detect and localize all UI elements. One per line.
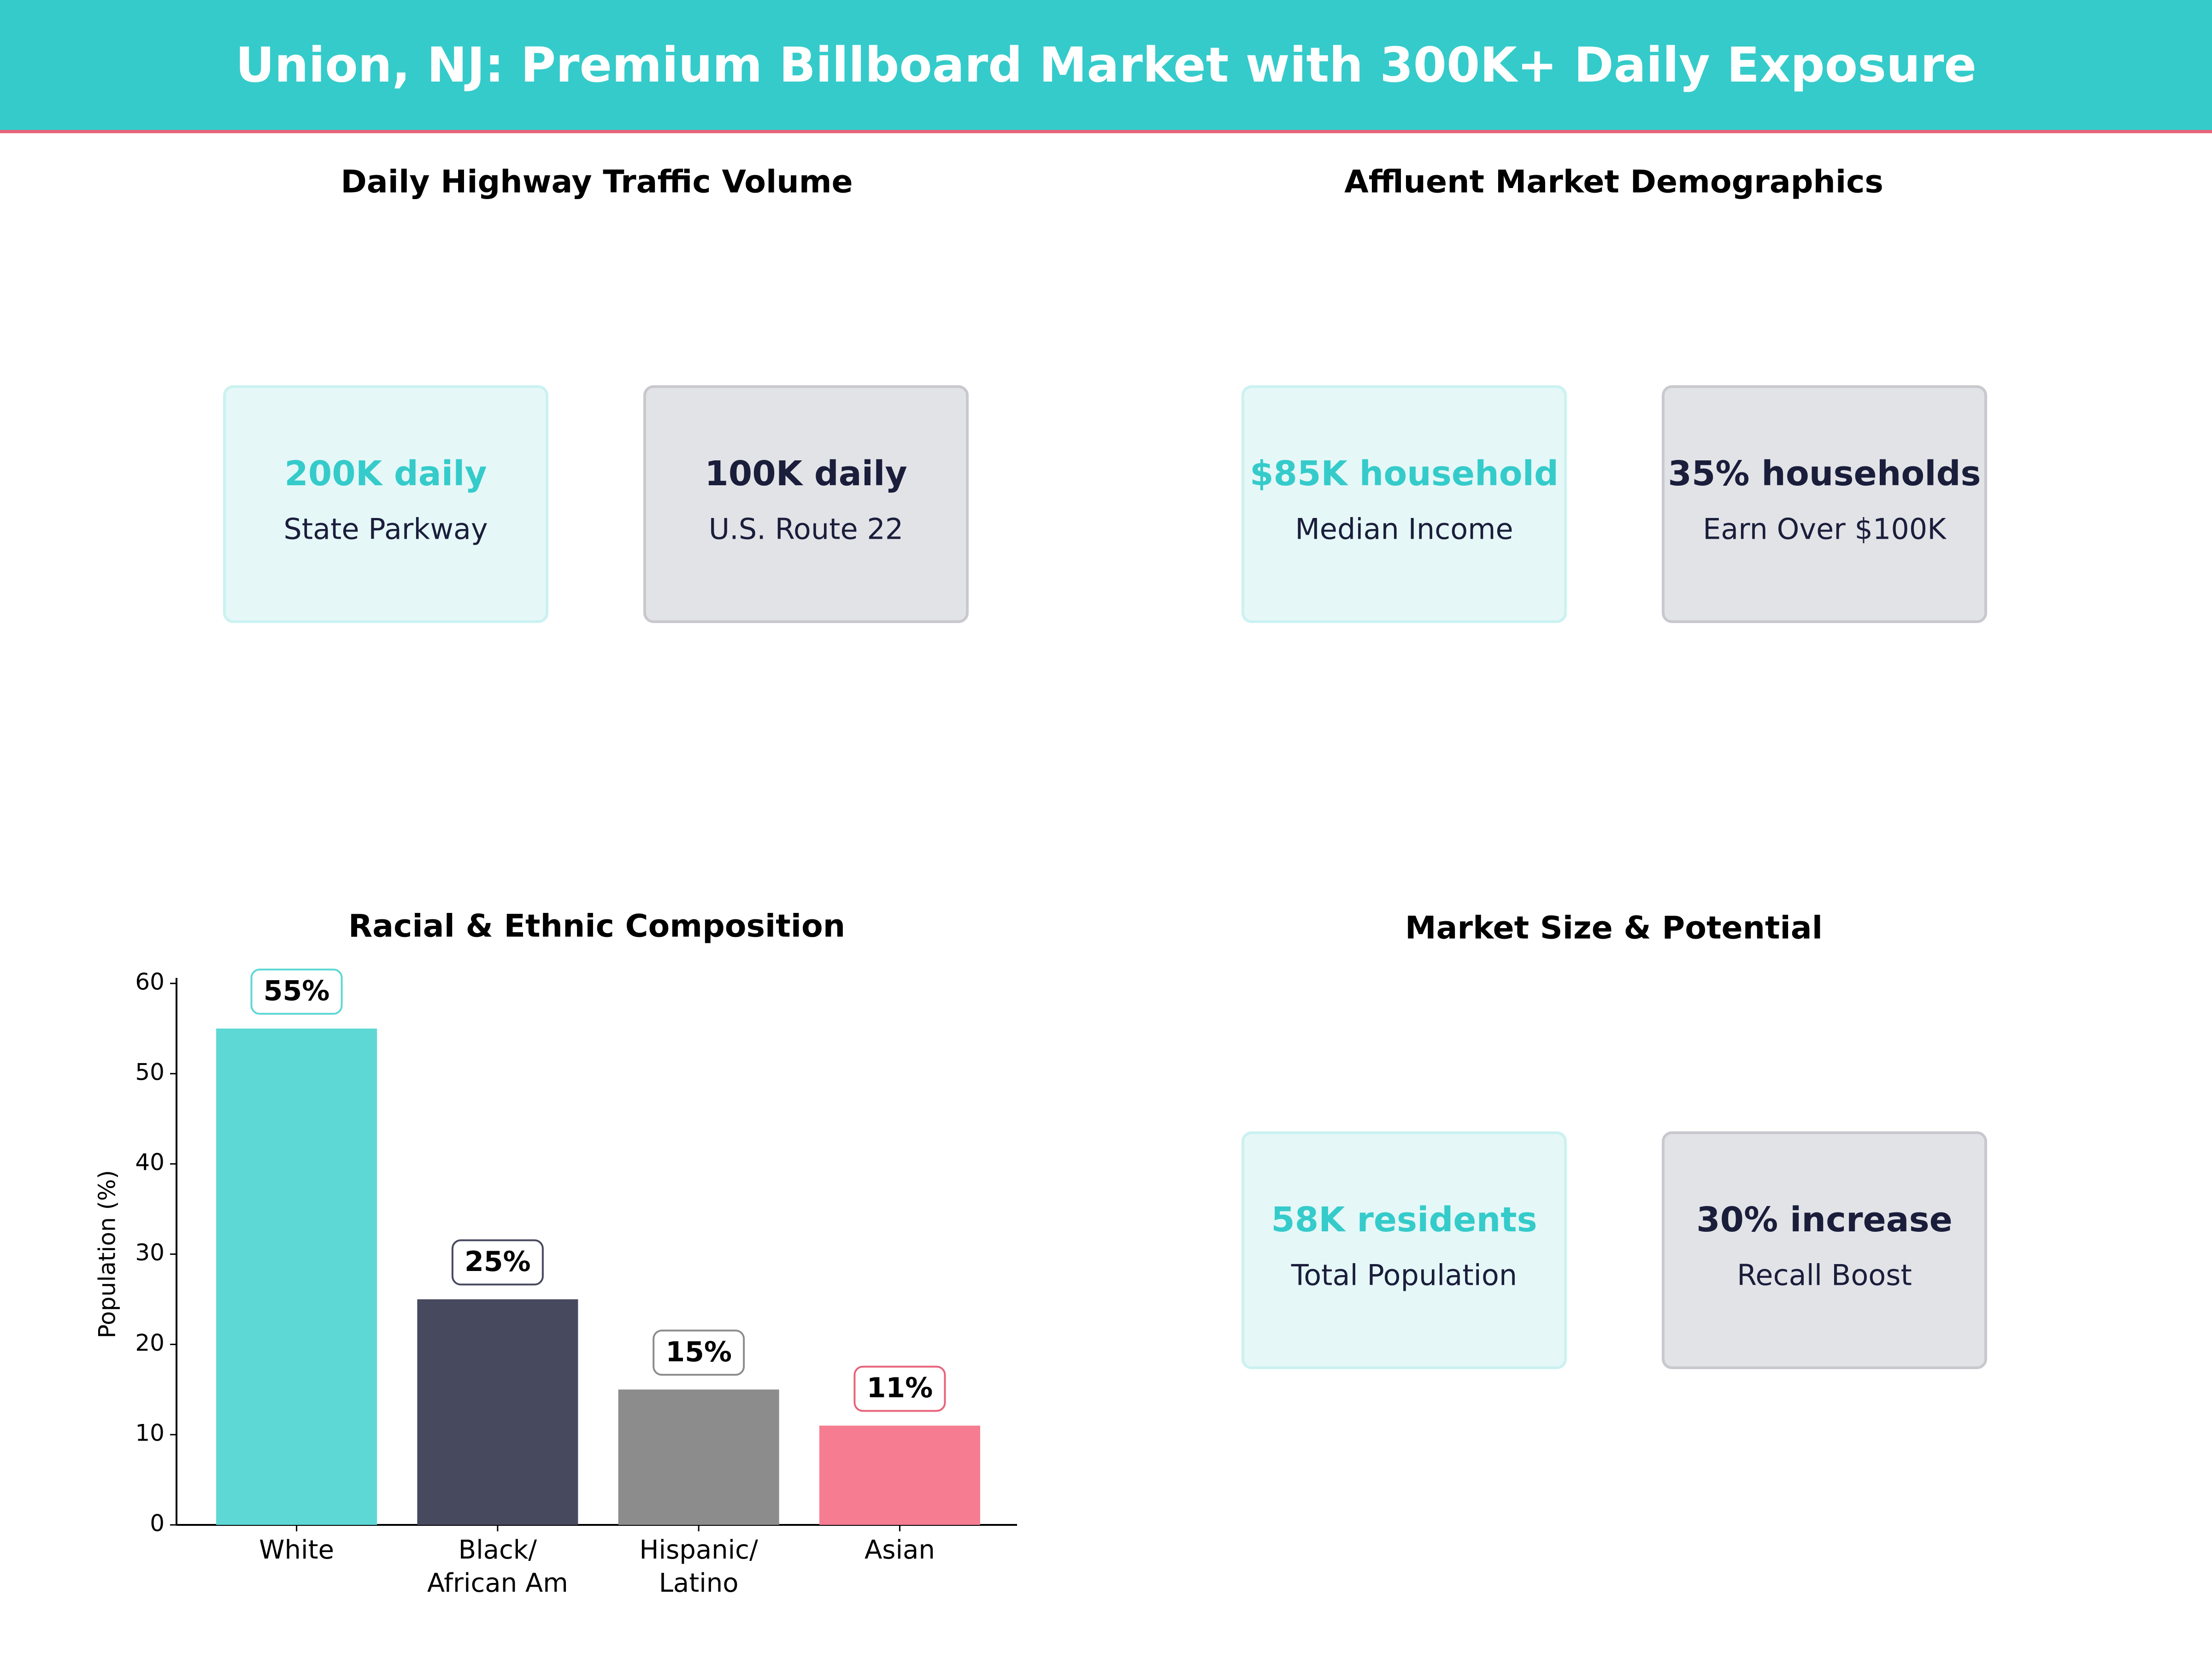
data-label: 55%	[264, 975, 330, 1007]
data-label-box	[451, 1239, 544, 1286]
card-label: Median Income	[1295, 512, 1513, 546]
data-label-box	[250, 968, 343, 1015]
bar	[819, 1425, 980, 1525]
y-tick-label: 0	[150, 1510, 165, 1537]
card-label: U.S. Route 22	[708, 512, 904, 546]
y-tick-label: 50	[135, 1059, 165, 1085]
y-tick-label: 40	[135, 1149, 165, 1176]
x-tick-label: Hispanic/	[639, 1535, 758, 1565]
x-tick-label: Black/	[459, 1535, 537, 1565]
route22-traffic-card: 100K daily U.S. Route 22	[643, 385, 969, 623]
card-label: Total Population	[1291, 1258, 1518, 1292]
page-title: Union, NJ: Premium Billboard Market with…	[235, 37, 1977, 93]
demographics-section-title: Affluent Market Demographics	[1344, 164, 1883, 200]
x-tick-label: African Am	[427, 1568, 568, 1598]
card-value: 58K residents	[1271, 1200, 1537, 1240]
traffic-section-title: Daily Highway Traffic Volume	[341, 164, 853, 200]
population-card: 58K residents Total Population	[1241, 1131, 1567, 1369]
data-label: 15%	[665, 1336, 732, 1368]
x-tick-label: White	[259, 1535, 334, 1565]
card-label: Recall Boost	[1737, 1258, 1912, 1292]
data-label-box	[653, 1330, 745, 1376]
y-tick-label: 20	[135, 1330, 165, 1356]
data-label: 11%	[867, 1372, 933, 1404]
data-label-box	[853, 1365, 946, 1412]
high-earners-card: 35% households Earn Over $100K	[1662, 385, 1987, 623]
card-value: 35% households	[1668, 454, 1981, 494]
card-value: 200K daily	[284, 454, 487, 494]
y-tick-label: 10	[135, 1420, 165, 1447]
header-banner: Union, NJ: Premium Billboard Market with…	[0, 0, 2212, 133]
bar	[417, 1299, 578, 1525]
market-section-title: Market Size & Potential	[1405, 910, 1823, 947]
recall-boost-card: 30% increase Recall Boost	[1662, 1131, 1987, 1369]
card-value: 30% increase	[1696, 1200, 1953, 1240]
x-tick-label: Asian	[865, 1535, 935, 1565]
y-tick-label: 30	[135, 1239, 165, 1266]
data-label: 25%	[465, 1246, 531, 1278]
y-tick-label: 60	[135, 969, 165, 995]
card-value: 100K daily	[705, 454, 907, 494]
median-income-card: $85K household Median Income	[1241, 385, 1567, 623]
bar	[216, 1028, 377, 1525]
parkway-traffic-card: 200K daily State Parkway	[223, 385, 548, 623]
bar	[618, 1389, 779, 1525]
card-label: Earn Over $100K	[1703, 512, 1946, 546]
card-value: $85K household	[1250, 454, 1559, 494]
card-label: State Parkway	[283, 512, 488, 546]
chart-title: Racial & Ethnic Composition	[348, 908, 845, 945]
y-axis-label: Population (%)	[94, 1170, 121, 1338]
x-tick-label: Latino	[659, 1568, 739, 1598]
